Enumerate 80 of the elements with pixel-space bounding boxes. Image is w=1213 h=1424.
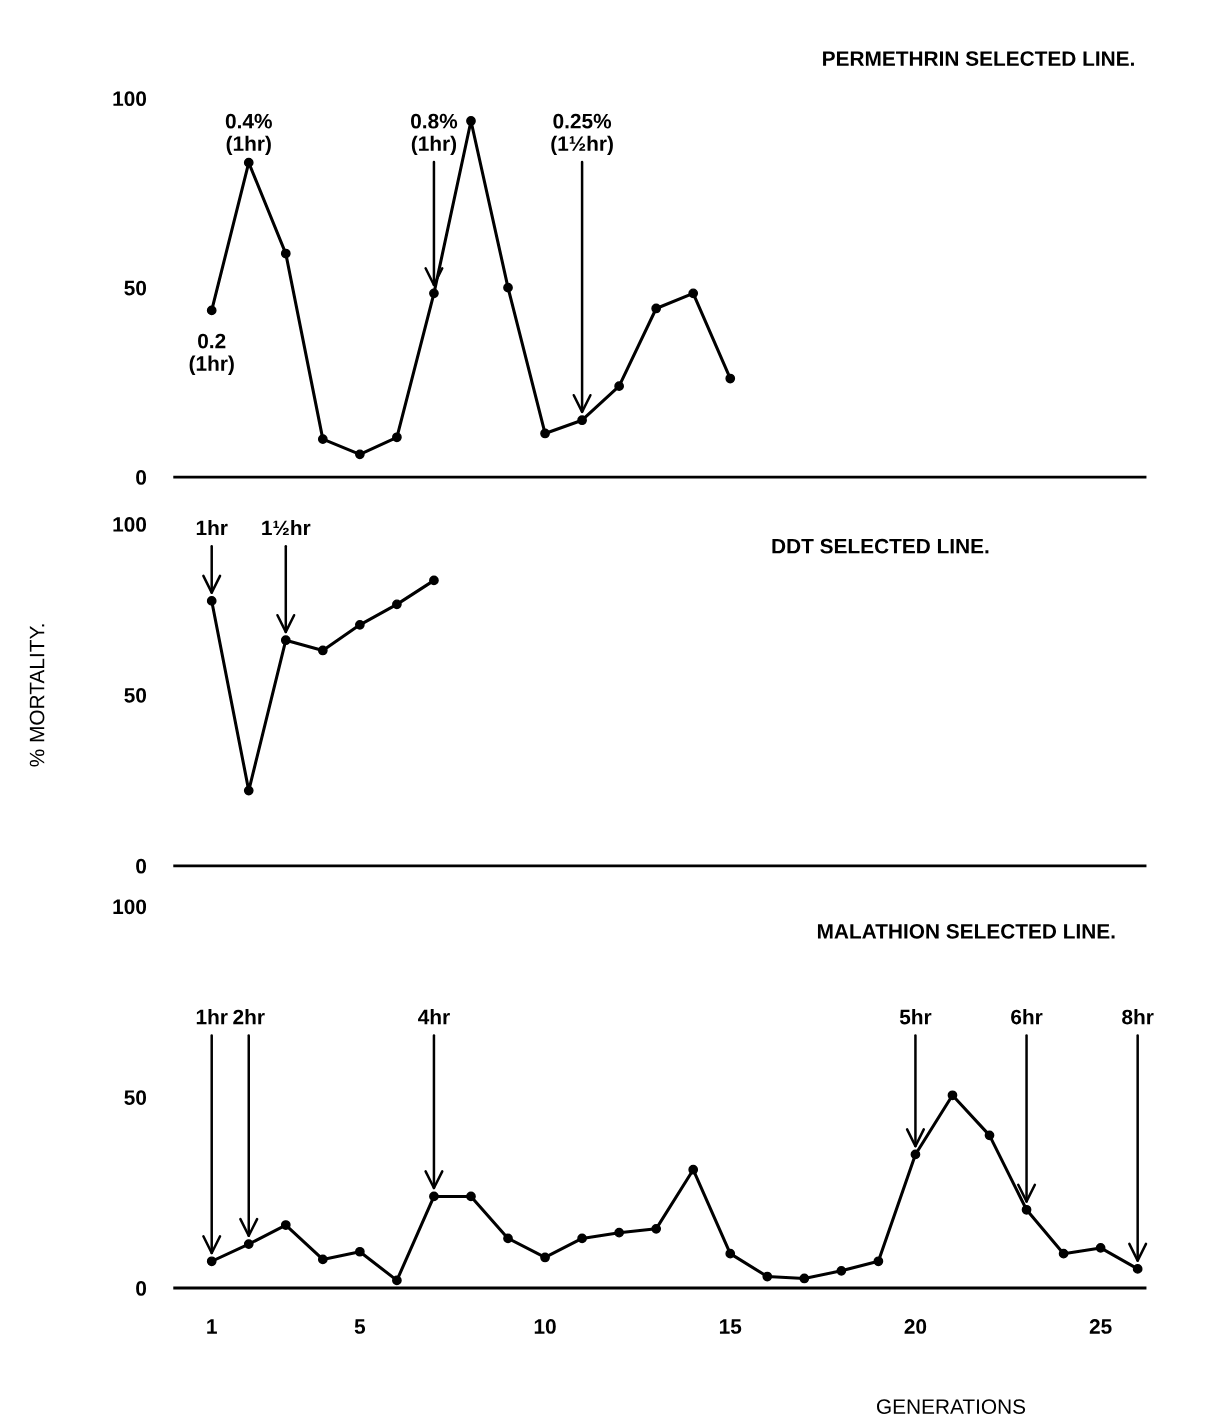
- x-tick-label: 10: [534, 1319, 556, 1334]
- point: [762, 1271, 773, 1282]
- x-tick-label: 15: [719, 1319, 742, 1334]
- x-tick-label: 5: [354, 1319, 366, 1334]
- point: [577, 415, 587, 426]
- point: [651, 1223, 662, 1234]
- text: MALATHION SELECTED LINE.: [817, 923, 1115, 939]
- point: [355, 619, 365, 630]
- point: [503, 1233, 513, 1244]
- x-axis-title: GENERATIONS: [876, 1399, 1026, 1414]
- y-tick-label: 100: [113, 517, 147, 532]
- point: [577, 1233, 587, 1244]
- y-axis-title: % MORTALITY.: [29, 624, 45, 767]
- point: [317, 645, 328, 656]
- annotation: 8hr: [1122, 1009, 1154, 1025]
- point: [429, 288, 439, 299]
- annotation: 0.8% (1hr): [411, 113, 458, 156]
- annotation: 1hr: [196, 1009, 228, 1025]
- point: [1021, 1204, 1032, 1215]
- y-tick-label: 50: [124, 687, 147, 703]
- point: [243, 1239, 254, 1249]
- point: [392, 432, 402, 443]
- point: [614, 1227, 624, 1238]
- annotation: 0.4% (1hr): [225, 113, 272, 156]
- point: [206, 596, 217, 606]
- point: [540, 1252, 550, 1263]
- y-tick-label: 50: [124, 280, 147, 296]
- x-tick-label: 25: [1089, 1319, 1112, 1334]
- point: [355, 1246, 365, 1257]
- annotation: 0.2 (1hr): [189, 333, 234, 375]
- y-tick-label: 50: [124, 1090, 147, 1105]
- annotation: 2hr: [233, 1009, 265, 1025]
- point: [355, 449, 365, 460]
- y-tick-label: 100: [113, 91, 147, 107]
- y-tick-label: 0: [136, 1281, 147, 1296]
- point: [243, 157, 254, 168]
- point: [280, 635, 291, 646]
- y-tick-label: 0: [136, 470, 147, 485]
- point: [429, 575, 439, 586]
- point: [725, 1248, 736, 1259]
- annotation: 5hr: [899, 1009, 932, 1025]
- annotation: 1hr: [196, 519, 228, 536]
- point: [429, 1191, 439, 1202]
- point: [873, 1256, 884, 1267]
- point: [984, 1130, 995, 1141]
- point: [503, 282, 513, 293]
- y-tick-label: 100: [113, 899, 147, 915]
- point: [392, 599, 402, 610]
- point: [688, 288, 699, 299]
- y-tick-label: 0: [136, 858, 147, 874]
- annotation: 0.25% (1½hr): [551, 113, 613, 156]
- point: [1058, 1248, 1069, 1259]
- point: [836, 1265, 847, 1276]
- chart-title: PERMETHRIN SELECTED LINE.: [823, 51, 1134, 66]
- annotation: 6hr: [1011, 1009, 1043, 1025]
- point: [651, 303, 662, 314]
- point: [947, 1090, 958, 1101]
- point: [280, 1220, 291, 1230]
- point: [540, 428, 550, 439]
- x-tick-label: 1: [207, 1319, 217, 1334]
- point: [725, 373, 736, 384]
- point: [614, 381, 624, 391]
- point: [466, 1191, 476, 1202]
- point: [206, 305, 217, 316]
- annotation: 1½hr: [262, 519, 311, 536]
- point: [910, 1149, 921, 1160]
- text: DDT SELECTED LINE.: [772, 538, 989, 554]
- point: [799, 1273, 810, 1284]
- point: [1095, 1243, 1106, 1253]
- point: [392, 1275, 402, 1286]
- point: [317, 434, 328, 445]
- x-tick-label: 20: [904, 1319, 927, 1334]
- point: [688, 1164, 699, 1175]
- point: [206, 1256, 217, 1267]
- point: [243, 785, 254, 796]
- point: [280, 248, 291, 259]
- annotation: 4hr: [418, 1009, 450, 1025]
- point: [317, 1254, 328, 1265]
- point: [466, 116, 476, 126]
- point: [1132, 1264, 1143, 1274]
